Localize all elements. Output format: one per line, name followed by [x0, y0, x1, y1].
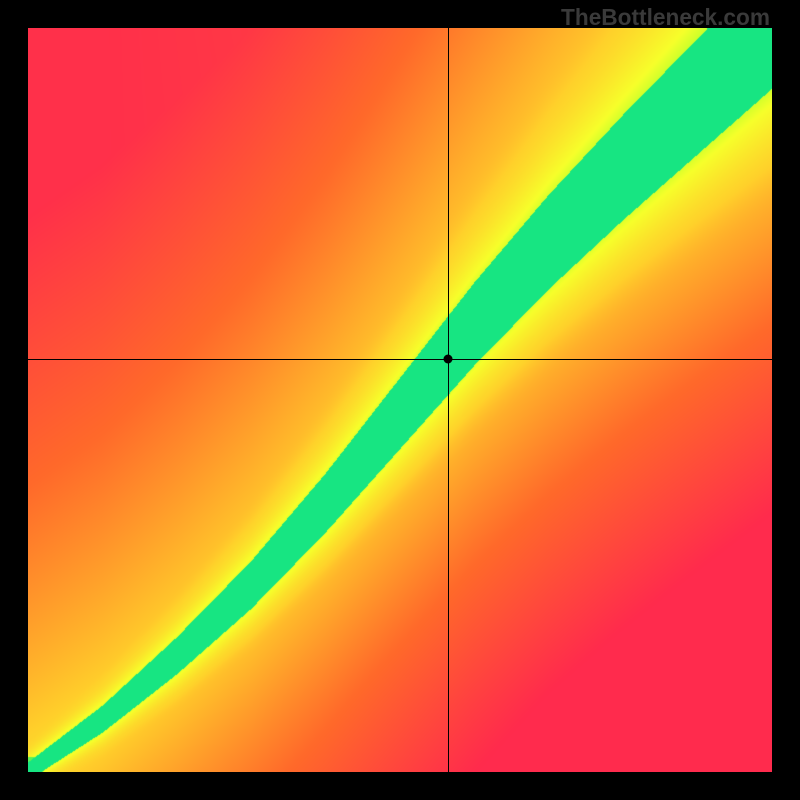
- attribution-label: TheBottleneck.com: [561, 4, 770, 31]
- crosshair-marker-dot: [444, 355, 453, 364]
- heatmap-surface: [28, 28, 772, 772]
- bottleneck-heatmap-chart: TheBottleneck.com: [0, 0, 800, 800]
- crosshair-vertical-line: [448, 28, 449, 772]
- crosshair-horizontal-line: [28, 359, 772, 360]
